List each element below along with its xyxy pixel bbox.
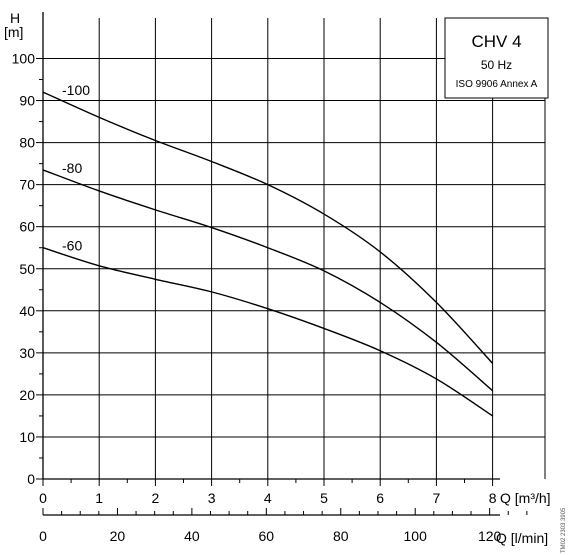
title-box (444, 17, 549, 99)
minor-ticks (36, 58, 494, 486)
x2-tick-label: 100 (404, 528, 428, 544)
y-tick-label: 0 (27, 471, 35, 487)
y-tick-label: 20 (19, 387, 35, 403)
y-tick-label: 50 (19, 261, 35, 277)
y-axis-label-unit: [m] (4, 24, 23, 40)
x-tick-label: 4 (264, 490, 272, 506)
y-tick-label: 100 (12, 51, 36, 67)
x-axis-label: Q [m³/h] (500, 490, 551, 506)
x-tick-label: 7 (433, 490, 441, 506)
x-tick-label: 5 (320, 490, 328, 506)
chart-grid (43, 18, 546, 479)
x-tick-label: 6 (376, 490, 384, 506)
x2-tick-label: 40 (184, 528, 200, 544)
y-axis-label-top: H (10, 10, 20, 26)
x-tick-label: 3 (208, 490, 216, 506)
x-tick-labels: 0 1 2 3 4 5 6 7 8 (39, 490, 497, 506)
chart-axes (42, 12, 500, 480)
x2-tick-label: 20 (110, 528, 126, 544)
y-tick-label: 70 (19, 177, 35, 193)
y-tick-labels: 0 10 20 30 40 50 60 70 80 90 100 (12, 51, 36, 488)
y-tick-label: 90 (19, 93, 35, 109)
x-tick-label: 8 (489, 490, 497, 506)
secondary-x-axis (42, 508, 528, 516)
document-code: TM02 2303 3905 (561, 507, 567, 553)
y-tick-label: 40 (19, 303, 35, 319)
x2-tick-label: 60 (259, 528, 275, 544)
y-tick-label: 10 (19, 429, 35, 445)
x-tick-label: 1 (95, 490, 103, 506)
curve-100-line (42, 91, 494, 364)
curve-80-line (42, 169, 494, 392)
x2-tick-labels: 0 20 40 60 80 100 120 (39, 528, 501, 544)
x-tick-label: 2 (152, 490, 160, 506)
x-tick-label: 0 (39, 490, 47, 506)
chart-title: CHV 4 (471, 32, 521, 51)
chart-subtitle: 50 Hz (481, 58, 512, 72)
y-tick-label: 80 (19, 135, 35, 151)
x2-axis-label: Q [l/min] (496, 530, 548, 546)
curve-label: -100 (62, 82, 90, 98)
curve-label: -60 (62, 238, 82, 254)
x2-tick-label: 0 (39, 528, 47, 544)
y-tick-label: 60 (19, 219, 35, 235)
curve-label: -80 (62, 160, 82, 176)
curve-labels: -100 -80 -60 (62, 82, 90, 254)
y-tick-label: 30 (19, 345, 35, 361)
chart-standard: ISO 9906 Annex A (456, 79, 538, 90)
x2-tick-label: 80 (333, 528, 349, 544)
curve-60-line (42, 247, 493, 417)
x2-tick-label: 120 (478, 528, 502, 544)
performance-curves (42, 91, 494, 417)
